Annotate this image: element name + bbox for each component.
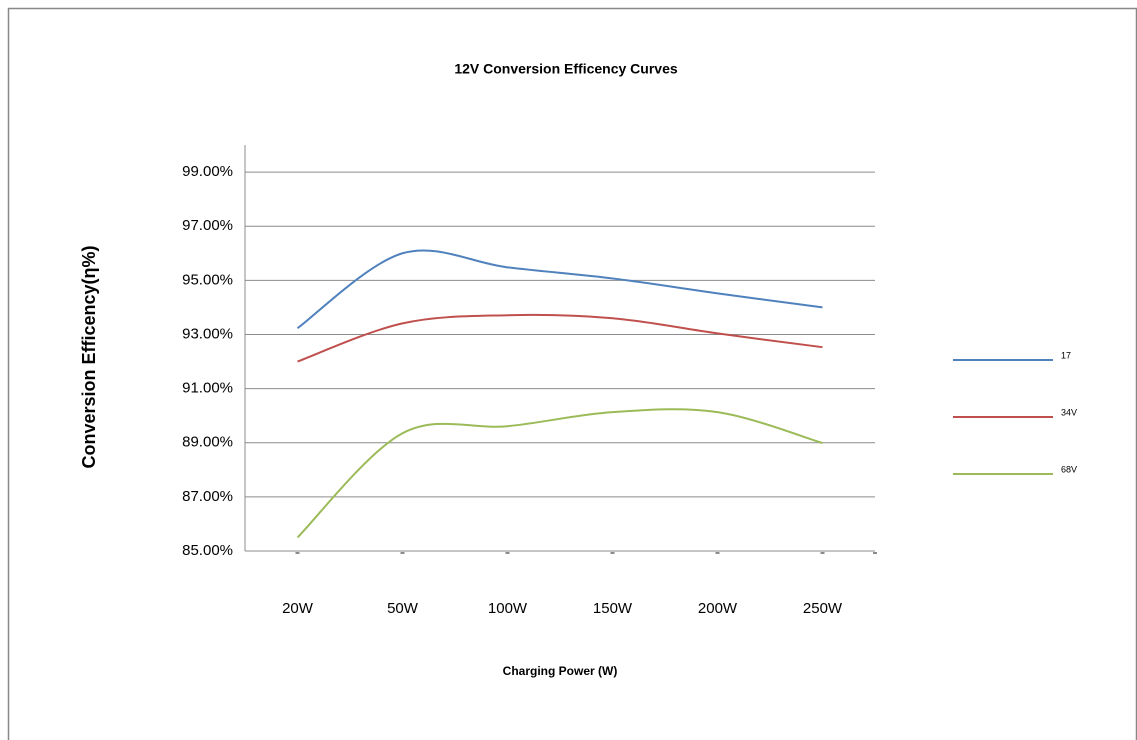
y-tick-label: 99.00% — [182, 163, 233, 180]
x-tick-label: 150W — [593, 600, 633, 617]
x-tick-label: 200W — [698, 600, 738, 617]
chart-title: 12V Conversion Efficency Curves — [454, 61, 678, 77]
y-axis-label: Conversion Efficency(η%) — [79, 245, 99, 468]
series-line — [296, 408, 823, 539]
series-line — [296, 249, 823, 330]
x-axis-label: Charging Power (W) — [503, 664, 618, 678]
frame — [7, 7, 1137, 740]
y-tick-label: 87.00% — [182, 488, 233, 505]
y-tick-label: 91.00% — [182, 380, 233, 397]
legend-label: 34V — [1061, 407, 1077, 417]
legend-label: 68V — [1061, 464, 1077, 474]
x-tick-label: 50W — [387, 600, 419, 617]
y-tick-label: 97.00% — [182, 217, 233, 234]
y-tick-label: 89.00% — [182, 434, 233, 451]
x-tick-label: 250W — [803, 600, 843, 617]
y-tick-label: 95.00% — [182, 271, 233, 288]
y-tick-label: 85.00% — [182, 542, 233, 559]
y-tick-label: 93.00% — [182, 325, 233, 342]
series-line — [297, 313, 823, 363]
legend-label: 17 — [1061, 350, 1071, 360]
x-tick-label: 100W — [488, 600, 528, 617]
x-tick-label: 20W — [282, 600, 314, 617]
